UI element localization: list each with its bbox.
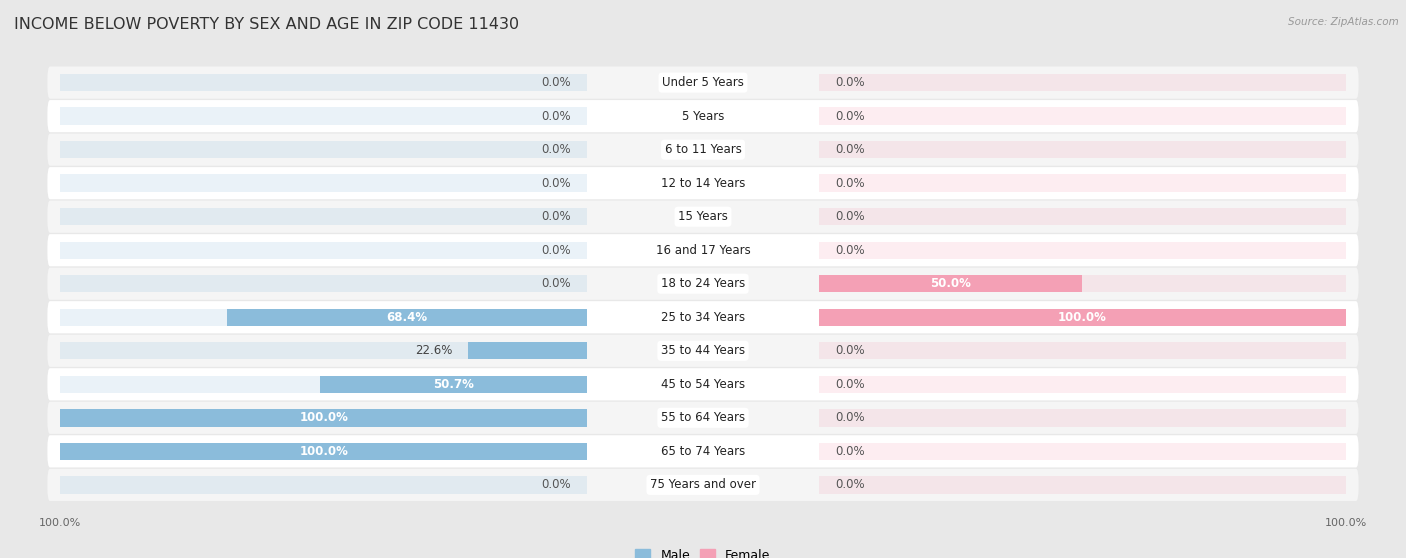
Bar <box>818 309 1346 326</box>
Text: 0.0%: 0.0% <box>541 277 571 290</box>
FancyBboxPatch shape <box>48 335 1358 367</box>
Bar <box>60 108 588 125</box>
Text: 0.0%: 0.0% <box>835 244 865 257</box>
Text: Under 5 Years: Under 5 Years <box>662 76 744 89</box>
Bar <box>818 74 1346 92</box>
Text: 0.0%: 0.0% <box>835 76 865 89</box>
Text: 0.0%: 0.0% <box>541 76 571 89</box>
FancyBboxPatch shape <box>48 469 1358 501</box>
Bar <box>60 74 588 92</box>
Text: Source: ZipAtlas.com: Source: ZipAtlas.com <box>1288 17 1399 27</box>
Bar <box>818 342 1346 359</box>
Bar <box>818 141 1346 158</box>
Text: 0.0%: 0.0% <box>835 177 865 190</box>
Bar <box>818 309 1346 326</box>
Bar <box>60 342 588 359</box>
Bar <box>60 275 588 292</box>
Text: 0.0%: 0.0% <box>541 478 571 492</box>
FancyBboxPatch shape <box>48 435 1358 468</box>
Bar <box>818 409 1346 426</box>
FancyBboxPatch shape <box>48 368 1358 401</box>
Text: 0.0%: 0.0% <box>835 478 865 492</box>
Text: 18 to 24 Years: 18 to 24 Years <box>661 277 745 290</box>
Bar <box>818 376 1346 393</box>
Bar <box>818 175 1346 192</box>
Text: 0.0%: 0.0% <box>541 109 571 123</box>
Text: 0.0%: 0.0% <box>835 344 865 357</box>
Text: 100.0%: 100.0% <box>299 411 349 424</box>
Text: 50.7%: 50.7% <box>433 378 474 391</box>
Text: 25 to 34 Years: 25 to 34 Years <box>661 311 745 324</box>
Bar <box>468 342 588 359</box>
Bar <box>818 108 1346 125</box>
Text: 45 to 54 Years: 45 to 54 Years <box>661 378 745 391</box>
FancyBboxPatch shape <box>48 234 1358 266</box>
Bar <box>60 409 588 426</box>
Text: 100.0%: 100.0% <box>1057 311 1107 324</box>
FancyBboxPatch shape <box>48 167 1358 199</box>
Text: 0.0%: 0.0% <box>541 244 571 257</box>
Text: 55 to 64 Years: 55 to 64 Years <box>661 411 745 424</box>
Text: 0.0%: 0.0% <box>541 177 571 190</box>
Text: 12 to 14 Years: 12 to 14 Years <box>661 177 745 190</box>
Bar <box>60 476 588 494</box>
Bar <box>60 141 588 158</box>
Text: 0.0%: 0.0% <box>835 210 865 223</box>
Text: 0.0%: 0.0% <box>835 411 865 424</box>
Text: 0.0%: 0.0% <box>835 445 865 458</box>
Bar <box>818 242 1346 259</box>
Bar <box>60 309 588 326</box>
Bar <box>60 442 588 460</box>
Bar <box>818 275 1083 292</box>
Text: 0.0%: 0.0% <box>835 378 865 391</box>
Bar <box>60 208 588 225</box>
Text: 6 to 11 Years: 6 to 11 Years <box>665 143 741 156</box>
Text: 68.4%: 68.4% <box>387 311 427 324</box>
Text: 75 Years and over: 75 Years and over <box>650 478 756 492</box>
Text: 16 and 17 Years: 16 and 17 Years <box>655 244 751 257</box>
FancyBboxPatch shape <box>48 402 1358 434</box>
Bar <box>818 208 1346 225</box>
Text: 50.0%: 50.0% <box>929 277 972 290</box>
Text: 100.0%: 100.0% <box>299 445 349 458</box>
Text: 0.0%: 0.0% <box>541 210 571 223</box>
Bar <box>226 309 588 326</box>
Bar <box>60 175 588 192</box>
FancyBboxPatch shape <box>48 133 1358 166</box>
Text: 22.6%: 22.6% <box>415 344 453 357</box>
Bar <box>818 442 1346 460</box>
FancyBboxPatch shape <box>48 66 1358 99</box>
FancyBboxPatch shape <box>48 301 1358 333</box>
Bar <box>60 242 588 259</box>
Bar <box>321 376 588 393</box>
Text: 35 to 44 Years: 35 to 44 Years <box>661 344 745 357</box>
Text: 0.0%: 0.0% <box>835 109 865 123</box>
Bar <box>818 476 1346 494</box>
Text: INCOME BELOW POVERTY BY SEX AND AGE IN ZIP CODE 11430: INCOME BELOW POVERTY BY SEX AND AGE IN Z… <box>14 17 519 32</box>
FancyBboxPatch shape <box>48 268 1358 300</box>
Text: 0.0%: 0.0% <box>541 143 571 156</box>
Legend: Male, Female: Male, Female <box>630 543 776 558</box>
Bar <box>60 442 588 460</box>
FancyBboxPatch shape <box>48 100 1358 132</box>
FancyBboxPatch shape <box>48 201 1358 233</box>
Text: 15 Years: 15 Years <box>678 210 728 223</box>
Text: 0.0%: 0.0% <box>835 143 865 156</box>
Text: 65 to 74 Years: 65 to 74 Years <box>661 445 745 458</box>
Text: 5 Years: 5 Years <box>682 109 724 123</box>
Bar <box>60 376 588 393</box>
Bar <box>60 409 588 426</box>
Bar <box>818 275 1346 292</box>
